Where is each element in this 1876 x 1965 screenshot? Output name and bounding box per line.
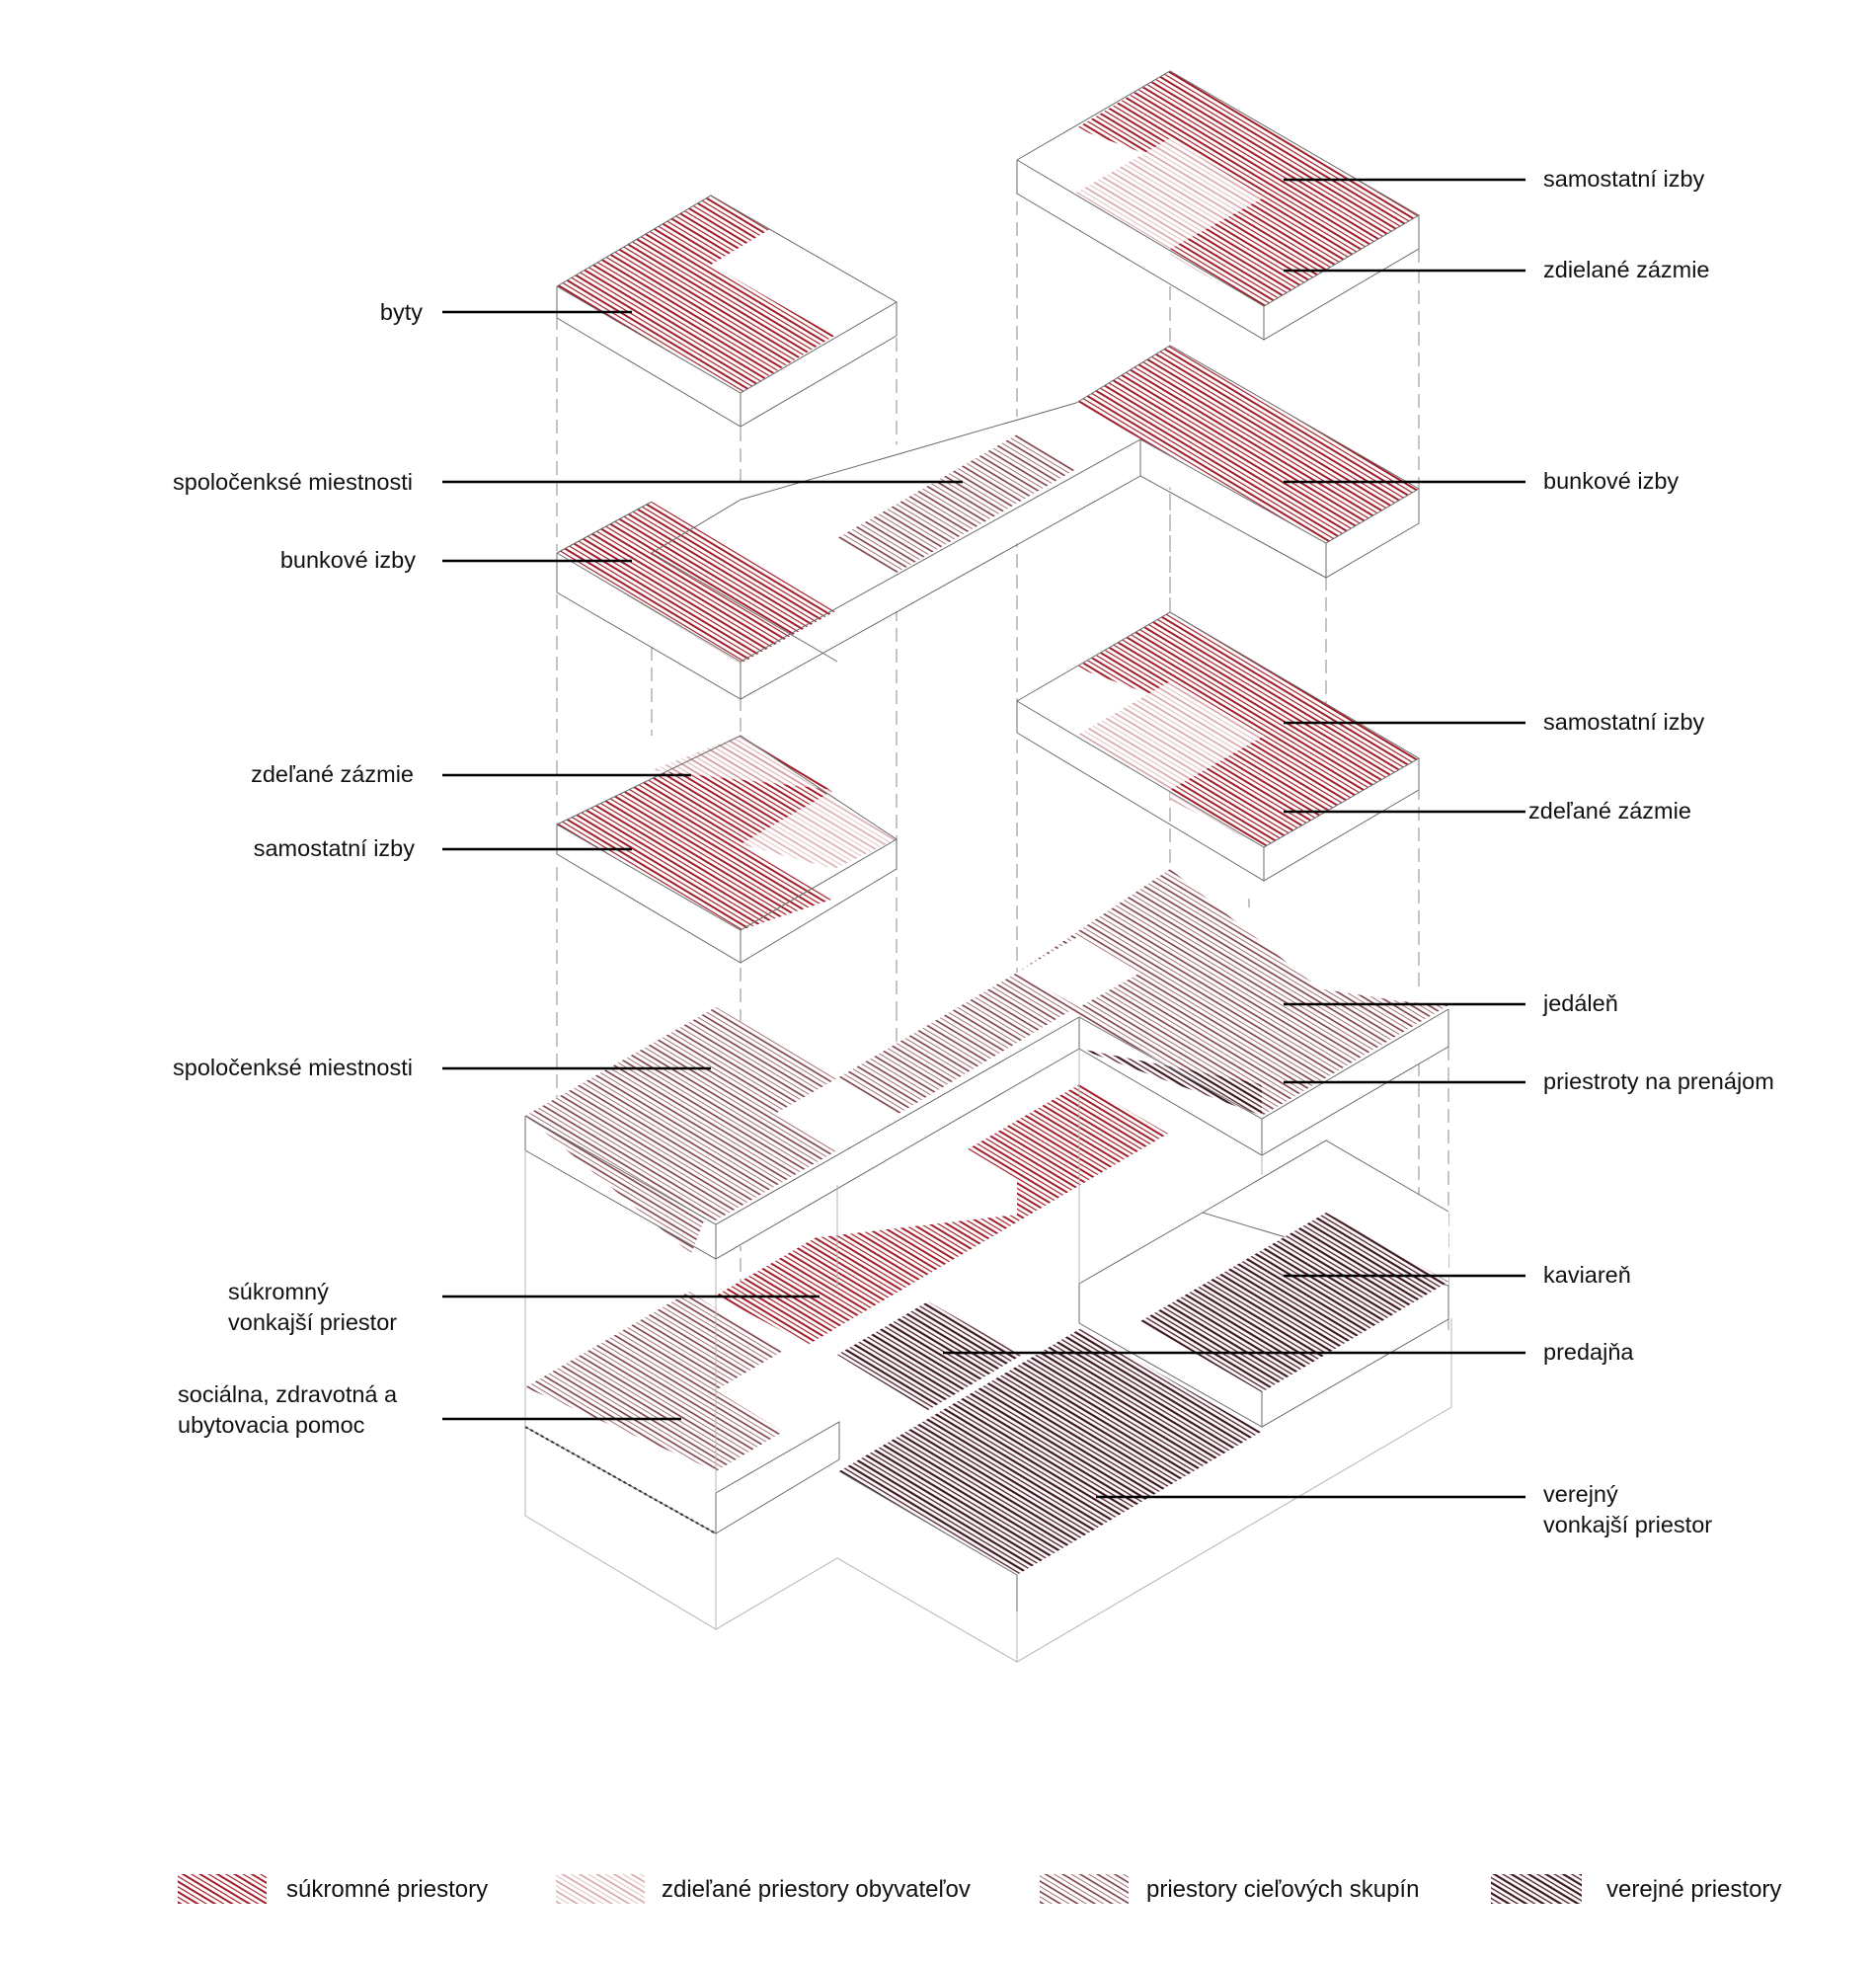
callout-samostatne-3: samostatní izby <box>1543 709 1705 735</box>
callout-samostatne-1: samostatní izby <box>254 835 416 861</box>
callout-verejny-line1: verejný <box>1543 1481 1618 1507</box>
callout-socialna-line1: sociálna, zdravotná a <box>178 1381 398 1407</box>
callout-jedalen: jedáleň <box>1542 990 1618 1016</box>
callout-bunkove-1: bunkové izby <box>280 547 416 573</box>
left-callouts: byty spoločenksé miestnosti bunkové izby… <box>173 299 423 1438</box>
legend-label-private: súkromné priestory <box>286 1876 488 1903</box>
callout-samostatne-2: samostatní izby <box>1543 166 1705 192</box>
callout-spolocenske-1: spoločenksé miestnosti <box>173 469 413 495</box>
callout-kaviaren: kaviareň <box>1543 1262 1631 1288</box>
third-floor-left-block <box>556 735 898 964</box>
legend: súkromné priestory zdieľané priestory ob… <box>178 1874 1781 1904</box>
legend-item-target: priestory cieľových skupín <box>1040 1874 1419 1904</box>
right-callouts: samostatní izby zdielané zázmie bunkové … <box>1528 166 1774 1537</box>
legend-item-public: verejné priestory <box>1491 1874 1781 1904</box>
callout-sukromny-line2: vonkajší priestor <box>228 1309 397 1335</box>
legend-swatch-public <box>1491 1874 1582 1904</box>
legend-swatch-target <box>1040 1874 1129 1904</box>
fourth-floor-block <box>556 345 1420 700</box>
callout-bunkove-2: bunkové izby <box>1543 468 1679 494</box>
ground-floor-block <box>524 1292 1452 1663</box>
callout-prenajom: priestroty na prenájom <box>1543 1068 1774 1094</box>
legend-label-target: priestory cieľových skupín <box>1146 1876 1419 1903</box>
legend-item-private: súkromné priestory <box>178 1874 488 1904</box>
legend-label-public: verejné priestory <box>1606 1876 1781 1903</box>
callout-spolocenske-2: spoločenksé miestnosti <box>173 1055 413 1080</box>
leader-lines <box>442 178 1525 1499</box>
top-left-block <box>556 195 898 428</box>
legend-swatch-private <box>178 1874 267 1904</box>
third-floor-right-block <box>1016 611 1420 882</box>
callout-sukromny-line1: súkromný <box>228 1279 329 1304</box>
legend-label-shared: zdieľané priestory obyvateľov <box>662 1876 971 1903</box>
callout-zdelane-1: zdeľané zázmie <box>251 761 414 787</box>
callout-verejny-line2: vonkajší priestor <box>1543 1512 1712 1537</box>
callout-socialna-line2: ubytovacia pomoc <box>178 1412 365 1438</box>
legend-swatch-shared <box>556 1874 645 1904</box>
callout-byty: byty <box>380 299 423 325</box>
callout-zdelane-3: zdeľané zázmie <box>1528 798 1691 824</box>
callout-predajna: predajňa <box>1543 1339 1634 1365</box>
callout-zdielane-2: zdielané zázmie <box>1543 257 1710 282</box>
legend-item-shared: zdieľané priestory obyvateľov <box>556 1874 971 1904</box>
top-right-block <box>1016 70 1420 341</box>
